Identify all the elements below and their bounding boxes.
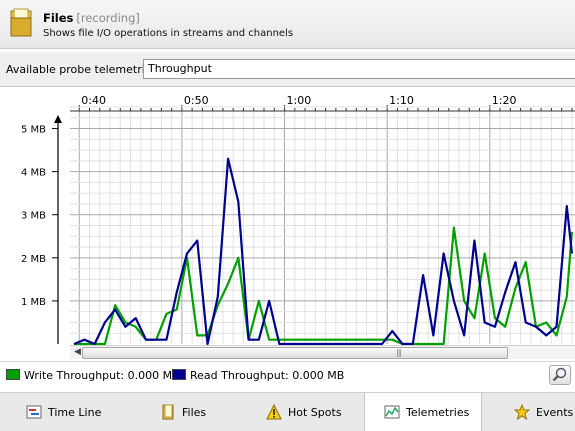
tab-time-line-label: Time Line bbox=[48, 405, 102, 419]
write-swatch bbox=[6, 369, 20, 380]
zoom-button[interactable] bbox=[549, 365, 571, 385]
x-tick-label: 0:40 bbox=[81, 94, 106, 107]
probe-selector-row: Available probe telemetries: Throughput bbox=[0, 52, 575, 87]
timeline-icon bbox=[26, 405, 42, 419]
telemetries-icon bbox=[384, 405, 400, 419]
series-line-read-throughput bbox=[73, 157, 574, 346]
tab-files-label: Files bbox=[182, 405, 207, 419]
y-tick-label: 3 MB bbox=[21, 211, 46, 222]
warning-icon bbox=[266, 404, 282, 420]
scroll-left-arrow-icon[interactable]: ◀ bbox=[74, 347, 81, 357]
legend-write-label: Write Throughput: 0.000 MB bbox=[24, 369, 180, 382]
x-tick-label: 1:00 bbox=[287, 94, 312, 107]
scrollbar-thumb[interactable]: ||| bbox=[82, 347, 508, 359]
x-tick-label: 0:50 bbox=[184, 94, 209, 107]
view-subtitle: Shows file I/O operations in streams and… bbox=[43, 28, 294, 39]
probe-selector-label: Available probe telemetries: bbox=[6, 63, 162, 76]
magnifier-icon bbox=[552, 367, 567, 382]
legend-write: Write Throughput: 0.000 MB bbox=[6, 369, 180, 382]
y-tick-label: 4 MB bbox=[21, 168, 46, 179]
tab-files[interactable]: Files bbox=[160, 393, 206, 431]
y-axis-arrow-icon bbox=[54, 115, 62, 123]
legend-read: Read Throughput: 0.000 MB bbox=[172, 369, 344, 382]
legend-read-label: Read Throughput: 0.000 MB bbox=[190, 369, 345, 382]
recording-tag: [recording] bbox=[76, 11, 140, 25]
chart-horizontal-scrollbar[interactable]: ◀ ||| bbox=[70, 345, 575, 359]
files-icon bbox=[162, 404, 174, 420]
star-icon bbox=[514, 404, 530, 420]
scrollbar-grip-icon: ||| bbox=[396, 348, 402, 357]
x-tick-label: 1:20 bbox=[492, 94, 517, 107]
read-swatch bbox=[172, 369, 186, 380]
probe-telemetry-select[interactable]: Throughput bbox=[143, 59, 575, 79]
view-tab-bar: Time Line Files Hot Spots Telemetries Ev… bbox=[0, 392, 575, 431]
series-line-write-throughput bbox=[74, 226, 574, 346]
y-tick-label: 5 MB bbox=[21, 125, 46, 136]
files-folder-icon bbox=[10, 8, 32, 37]
y-tick-label: 2 MB bbox=[21, 254, 46, 265]
tab-time-line[interactable]: Time Line bbox=[26, 393, 101, 431]
x-tick-label: 1:10 bbox=[389, 94, 414, 107]
tab-telemetries[interactable]: Telemetries bbox=[364, 393, 482, 431]
tab-telemetries-label: Telemetries bbox=[406, 405, 470, 419]
view-title: Files [recording] bbox=[43, 11, 140, 25]
tab-events[interactable]: Events bbox=[514, 393, 573, 431]
throughput-chart-svg: 0:40 0:50 1:00 1:10 1:20 1 MB 2 MB 3 MB 4 MB 5 MB bbox=[21, 94, 575, 346]
y-tick-label: 1 MB bbox=[21, 297, 46, 308]
legend-bar: Write Throughput: 0.000 MB Read Throughp… bbox=[0, 361, 575, 388]
view-title-text: Files bbox=[43, 11, 74, 25]
view-header: Files [recording] Shows file I/O operatio… bbox=[0, 0, 575, 49]
throughput-chart: 0:40 0:50 1:00 1:10 1:20 1 MB 2 MB 3 MB 4 MB 5 MB bbox=[0, 87, 575, 361]
tab-hot-spots[interactable]: Hot Spots bbox=[266, 393, 342, 431]
tab-events-label: Events bbox=[536, 405, 574, 419]
tab-hot-spots-label: Hot Spots bbox=[288, 405, 342, 419]
